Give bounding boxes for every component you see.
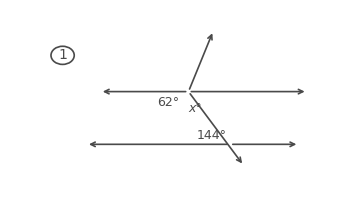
Text: 62°: 62°: [157, 96, 179, 109]
Text: 1: 1: [58, 48, 67, 62]
Text: 144°: 144°: [197, 129, 227, 142]
Text: x°: x°: [188, 102, 202, 115]
